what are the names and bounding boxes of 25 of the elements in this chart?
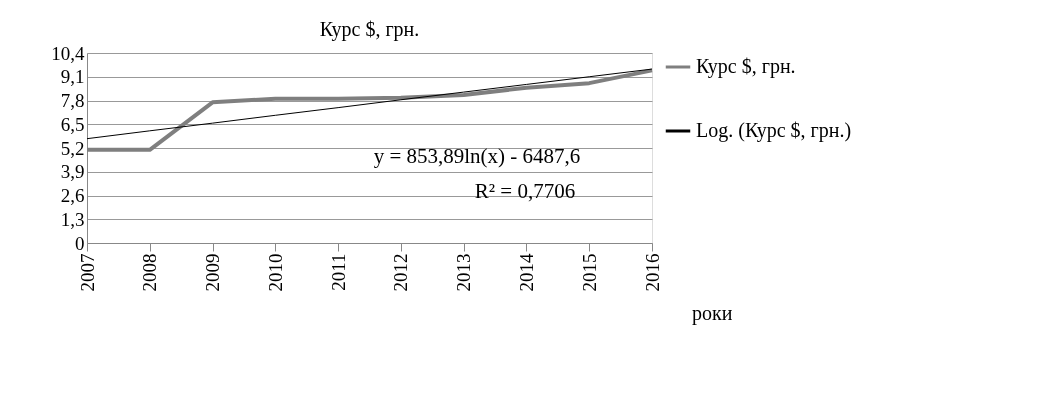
legend-label: Log. (Курс $, грн.)	[696, 119, 852, 142]
y-tick-label: 9,1	[60, 66, 85, 88]
y-tick-label: 2,6	[60, 185, 85, 206]
x-tick-label: 2012	[390, 253, 412, 292]
x-axis-title: роки	[692, 301, 733, 325]
y-tick-label: 7,8	[60, 90, 85, 111]
x-tick-label: 2010	[264, 253, 286, 292]
legend-label: Курс $, грн.	[696, 55, 796, 78]
y-tick-label: 0	[75, 232, 85, 254]
chart-title: Курс $, грн.	[319, 18, 420, 41]
y-tick-label: 3,9	[60, 161, 85, 183]
x-tick-label: 2009	[202, 253, 224, 292]
x-tick-label: 2016	[641, 253, 663, 292]
x-tick-label: 2008	[139, 253, 161, 292]
x-tick-label: 2007	[76, 253, 98, 292]
y-tick-label: 5,2	[60, 137, 85, 159]
x-tick-label: 2013	[453, 253, 475, 292]
annotation: R² = 0,7706	[474, 179, 576, 203]
x-tick-label: 2014	[515, 253, 537, 292]
y-tick-label: 6,5	[60, 113, 85, 135]
x-tick-label: 2011	[327, 253, 349, 291]
annotation: y = 853,89ln(x) - 6487,6	[373, 144, 581, 168]
y-tick-label: 10,4	[51, 42, 85, 64]
y-tick-label: 1,3	[60, 208, 85, 230]
x-tick-label: 2015	[578, 253, 600, 292]
